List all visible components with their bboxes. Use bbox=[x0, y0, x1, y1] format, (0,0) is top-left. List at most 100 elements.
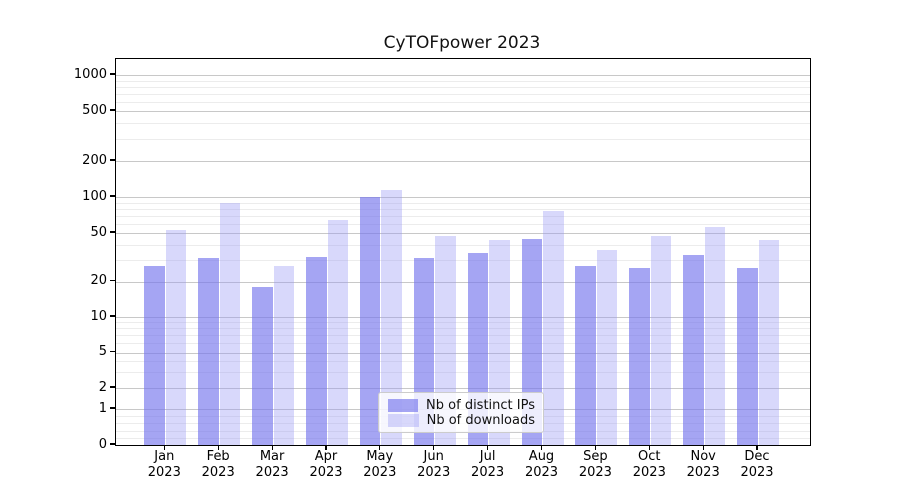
y-tick-label: 0 bbox=[98, 436, 107, 452]
minor-gridline bbox=[116, 260, 810, 261]
x-tick-year: 2023 bbox=[417, 464, 451, 480]
x-tick-month: Oct bbox=[638, 449, 661, 464]
major-gridline bbox=[116, 197, 810, 198]
x-tick-label: May 2023 bbox=[350, 449, 410, 480]
x-tick-mark bbox=[271, 445, 273, 450]
y-tick-label: 20 bbox=[90, 273, 107, 288]
y-tick-mark bbox=[110, 443, 115, 445]
x-tick-mark bbox=[487, 445, 489, 450]
x-tick-year: 2023 bbox=[201, 464, 235, 480]
x-tick-label: Sep 2023 bbox=[565, 449, 625, 480]
legend-swatch-distinct-ips bbox=[388, 398, 419, 412]
bar-distinct-ips-oct bbox=[629, 267, 650, 445]
x-tick-mark bbox=[163, 445, 165, 450]
minor-gridline bbox=[116, 208, 810, 210]
minor-gridline bbox=[116, 328, 810, 330]
minor-gridline bbox=[116, 437, 810, 439]
bar-distinct-ips-sep bbox=[575, 265, 596, 445]
x-tick-year: 2023 bbox=[686, 464, 720, 480]
minor-gridline bbox=[116, 202, 810, 204]
x-tick-month: Jul bbox=[479, 449, 496, 464]
bar-downloads-nov bbox=[704, 227, 726, 445]
major-gridline bbox=[116, 388, 810, 389]
x-tick-month: Nov bbox=[690, 449, 716, 464]
y-tick-label: 5 bbox=[98, 344, 107, 359]
y-tick-label: 2 bbox=[98, 379, 107, 395]
x-tick-month: Jun bbox=[423, 449, 444, 464]
x-tick-year: 2023 bbox=[363, 464, 397, 480]
minor-gridline bbox=[116, 93, 810, 95]
y-tick-mark bbox=[110, 386, 115, 388]
legend-label-downloads: Nb of downloads bbox=[426, 412, 535, 428]
y-tick-mark bbox=[110, 195, 115, 197]
bar-distinct-ips-may bbox=[359, 197, 381, 445]
x-tick-mark bbox=[540, 445, 543, 450]
bar-downloads-oct bbox=[650, 236, 672, 445]
x-tick-month: Feb bbox=[206, 449, 230, 464]
x-tick-label: Oct 2023 bbox=[619, 449, 679, 480]
bar-distinct-ips-jan bbox=[144, 265, 165, 445]
minor-gridline bbox=[116, 215, 810, 217]
minor-gridline bbox=[116, 372, 810, 374]
x-tick-label: Nov 2023 bbox=[673, 449, 733, 480]
major-gridline bbox=[116, 317, 810, 318]
minor-gridline bbox=[116, 80, 810, 82]
major-gridline bbox=[116, 75, 810, 76]
y-tick-mark bbox=[110, 407, 115, 409]
legend-label-distinct-ips: Nb of distinct IPs bbox=[426, 397, 535, 413]
x-tick-mark bbox=[756, 445, 758, 450]
minor-gridline bbox=[116, 361, 810, 363]
x-tick-year: 2023 bbox=[524, 464, 559, 480]
bar-distinct-ips-feb bbox=[198, 258, 219, 445]
x-tick-month: Mar bbox=[259, 449, 285, 464]
y-tick-mark bbox=[110, 315, 115, 317]
x-tick-label: Aug 2023 bbox=[512, 449, 572, 480]
bar-downloads-dec bbox=[758, 239, 779, 445]
x-tick-mark bbox=[594, 445, 596, 450]
x-tick-mark bbox=[325, 445, 327, 450]
x-tick-label: Jun 2023 bbox=[404, 449, 464, 480]
y-tick-mark bbox=[110, 159, 115, 161]
x-tick-year: 2023 bbox=[147, 464, 181, 480]
x-tick-year: 2023 bbox=[255, 464, 289, 480]
minor-gridline bbox=[116, 123, 810, 125]
bar-distinct-ips-mar bbox=[252, 286, 273, 445]
x-tick-label: Feb 2023 bbox=[188, 449, 248, 480]
bar-downloads-jan bbox=[165, 230, 187, 445]
major-gridline bbox=[116, 161, 810, 162]
x-tick-month: Dec bbox=[744, 449, 770, 464]
plot-area bbox=[115, 58, 811, 446]
x-tick-month: Apr bbox=[314, 449, 338, 464]
bar-distinct-ips-nov bbox=[683, 255, 704, 445]
major-gridline bbox=[116, 281, 810, 283]
minor-gridline bbox=[116, 244, 810, 246]
x-tick-label: Jul 2023 bbox=[458, 449, 518, 480]
x-tick-year: 2023 bbox=[632, 464, 666, 480]
y-tick-mark bbox=[110, 279, 115, 282]
x-tick-year: 2023 bbox=[309, 464, 343, 480]
major-gridline bbox=[116, 111, 810, 112]
bar-distinct-ips-apr bbox=[306, 256, 327, 445]
x-tick-mark bbox=[433, 445, 435, 450]
legend: Nb of distinct IPs Nb of downloads bbox=[378, 392, 544, 433]
major-gridline bbox=[116, 233, 810, 234]
y-tick-label: 1000 bbox=[73, 66, 107, 82]
minor-gridline bbox=[116, 138, 810, 140]
bar-downloads-feb bbox=[219, 202, 241, 445]
minor-gridline bbox=[116, 101, 810, 103]
x-tick-label: Mar 2023 bbox=[242, 449, 302, 480]
x-tick-month: May bbox=[366, 449, 394, 464]
y-tick-label: 100 bbox=[82, 188, 107, 204]
chart-title: CyTOFpower 2023 bbox=[383, 33, 541, 53]
bar-downloads-may bbox=[381, 189, 402, 445]
x-tick-year: 2023 bbox=[471, 464, 505, 480]
minor-gridline bbox=[116, 86, 810, 88]
legend-swatch-downloads bbox=[388, 413, 419, 427]
y-tick-label: 50 bbox=[90, 224, 107, 240]
major-gridline bbox=[116, 352, 810, 354]
y-tick-label: 1 bbox=[98, 400, 107, 416]
x-tick-month: Jan bbox=[154, 449, 175, 464]
bar-downloads-apr bbox=[327, 220, 348, 445]
x-tick-label: Apr 2023 bbox=[296, 449, 356, 480]
